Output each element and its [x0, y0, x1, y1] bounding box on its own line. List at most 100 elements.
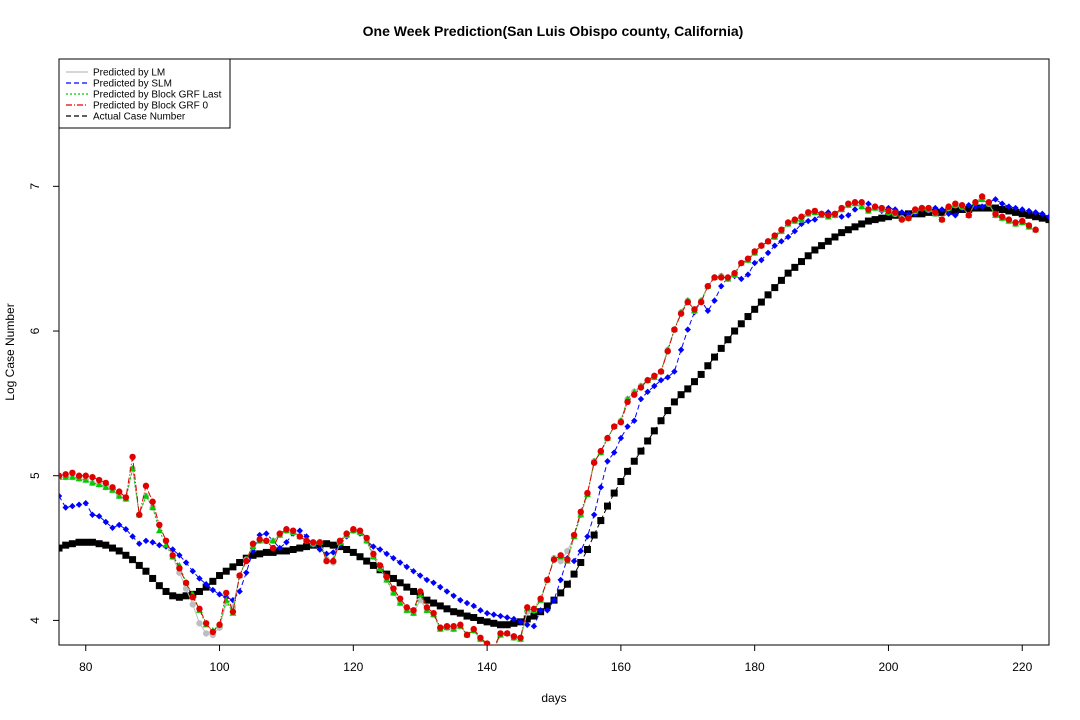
- predicted-by-block-grf-0-point: [885, 207, 892, 215]
- predicted-by-slm-point: [437, 583, 444, 591]
- predicted-by-block-grf-0-point: [771, 232, 778, 239]
- actual-case-number-point: [523, 615, 531, 623]
- actual-case-number-point: [557, 589, 565, 597]
- predicted-by-block-grf-0-point: [697, 298, 705, 306]
- predicted-by-slm-point: [276, 544, 283, 552]
- predicted-by-block-grf-0-point: [376, 562, 384, 569]
- predicted-by-block-grf-0-point: [330, 557, 337, 565]
- predicted-by-block-grf-0-point: [590, 459, 598, 466]
- predicted-by-slm-point: [1019, 206, 1026, 213]
- predicted-by-block-grf-0-point: [503, 630, 511, 637]
- actual-case-number-point: [483, 618, 491, 626]
- actual-case-number-point: [88, 538, 96, 546]
- predicted-by-block-grf-last-point: [162, 541, 170, 548]
- actual-case-number-point: [510, 619, 518, 627]
- predicted-by-block-grf-0-point: [417, 588, 424, 595]
- plot-frame: [58, 58, 1050, 646]
- predicted-by-slm-point: [677, 346, 685, 354]
- predicted-by-slm-point: [95, 513, 103, 520]
- predicted-by-slm-point: [898, 209, 906, 216]
- predicted-by-slm-point: [637, 395, 645, 403]
- actual-case-number-point: [102, 541, 110, 549]
- actual-case-number-point: [918, 210, 926, 218]
- actual-case-number-point: [162, 587, 170, 595]
- predicted-by-slm-point: [59, 492, 63, 500]
- predicted-by-slm-point: [778, 238, 785, 245]
- predicted-by-slm-point: [69, 502, 76, 510]
- actual-case-number-point: [356, 553, 364, 561]
- actual-case-number-point: [169, 592, 177, 600]
- actual-case-number-point: [884, 213, 892, 221]
- actual-case-number-point: [222, 567, 230, 575]
- predicted-by-block-grf-0-point: [537, 595, 544, 602]
- predicted-by-slm-point: [1005, 203, 1013, 210]
- predicted-by-block-grf-0-point: [383, 573, 390, 581]
- predicted-by-block-grf-0-point: [557, 552, 564, 559]
- actual-case-number-point: [349, 548, 357, 556]
- predicted-by-slm-point: [544, 607, 551, 614]
- predicted-by-block-grf-0-point: [69, 469, 76, 477]
- predicted-by-block-grf-0-point: [724, 274, 732, 281]
- predicted-by-slm-point: [189, 568, 196, 575]
- actual-case-number-point: [583, 546, 591, 554]
- predicted-by-block-grf-0-point: [718, 274, 725, 281]
- actual-case-number-point: [657, 417, 665, 425]
- y-axis: 4 5 6 7: [28, 183, 59, 624]
- predicted-by-slm-point: [965, 201, 972, 209]
- x-axis-label: days: [541, 691, 566, 705]
- predicted-by-slm-point: [1045, 213, 1049, 220]
- predicted-by-slm-point: [751, 259, 758, 267]
- predicted-by-slm-point: [82, 500, 89, 507]
- predicted-by-slm-point: [370, 543, 377, 550]
- actual-case-number-point: [724, 336, 732, 344]
- legend-entry: Predicted by LM: [93, 68, 165, 79]
- legend-entry: Actual Case Number: [93, 112, 186, 123]
- actual-case-number-point: [262, 548, 270, 556]
- predicted-by-block-grf-0-point: [811, 207, 819, 215]
- actual-case-number-point: [296, 544, 304, 552]
- predicted-by-block-grf-0-point: [524, 604, 531, 611]
- predicted-by-slm-point: [671, 368, 678, 375]
- predicted-by-block-grf-0-point: [243, 557, 250, 565]
- predicted-by-block-grf-0-point: [350, 526, 357, 533]
- y-tick-label: 7: [28, 183, 42, 190]
- series-predicted-by-block-grf-0: [59, 193, 1039, 645]
- actual-case-number-point: [75, 538, 83, 546]
- predicted-by-block-grf-0-point: [236, 572, 243, 579]
- actual-case-number-point: [791, 263, 799, 271]
- predicted-by-block-grf-0-point: [463, 631, 471, 639]
- predicted-by-slm-point: [497, 612, 504, 620]
- actual-case-number-point: [389, 574, 397, 582]
- actual-case-number-point: [764, 291, 772, 299]
- series-layer: [59, 193, 1049, 645]
- actual-case-number-point: [129, 556, 137, 564]
- predicted-by-block-grf-0-point: [865, 206, 872, 213]
- predicted-by-slm-point: [483, 609, 491, 617]
- predicted-by-block-grf-0-point: [798, 213, 805, 220]
- predicted-by-block-grf-0-point: [637, 384, 645, 391]
- predicted-by-slm-point: [584, 533, 591, 540]
- predicted-by-block-grf-0-point: [169, 552, 176, 559]
- predicted-by-block-grf-last-point: [89, 479, 96, 486]
- predicted-by-slm-point: [316, 546, 324, 553]
- predicted-by-block-grf-0-point: [891, 209, 899, 216]
- predicted-by-slm-point: [738, 275, 745, 283]
- actual-case-number-point: [677, 391, 685, 399]
- predicted-by-block-grf-0-point: [363, 534, 370, 542]
- actual-case-number-point: [369, 561, 377, 569]
- actual-case-number-point: [697, 370, 705, 378]
- predicted-by-slm-point: [149, 539, 156, 546]
- actual-case-number-point: [757, 298, 765, 306]
- predicted-by-block-grf-last-point: [858, 202, 866, 210]
- predicted-by-slm-point: [122, 526, 130, 533]
- predicted-by-block-grf-0-point: [1012, 219, 1019, 226]
- predicted-by-block-grf-0-point: [851, 199, 859, 206]
- predicted-by-slm-point: [490, 611, 497, 618]
- predicted-by-block-grf-0-point: [544, 576, 551, 584]
- predicted-by-block-grf-0-point: [109, 484, 116, 491]
- predicted-by-block-grf-0-point: [1005, 216, 1013, 223]
- predicted-by-slm-point: [463, 599, 471, 607]
- actual-case-number-point: [664, 407, 672, 415]
- predicted-by-block-grf-0-point: [437, 624, 444, 631]
- predicted-by-block-grf-0-point: [176, 565, 183, 572]
